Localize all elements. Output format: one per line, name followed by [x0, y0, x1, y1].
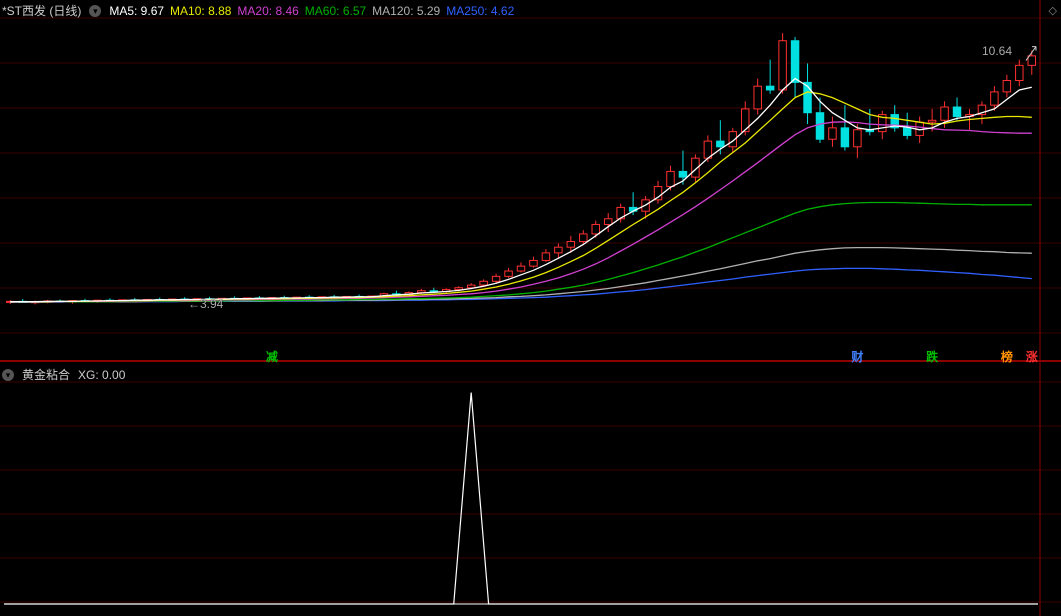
price-label: ←3.94 [188, 297, 223, 311]
ma-legend-item: MA120: 5.29 [372, 4, 440, 18]
ma-legend-item: MA20: 8.46 [237, 4, 298, 18]
diamond-icon[interactable]: ◇ [1049, 4, 1057, 17]
chart-annotation: 榜 [1001, 348, 1013, 365]
collapse-icon[interactable]: ▾ [89, 5, 101, 17]
sub-series-label: XG: 0.00 [78, 368, 125, 382]
ma-legend-item: MA60: 6.57 [305, 4, 366, 18]
sub-title: 黄金粘合 [22, 366, 70, 383]
chart-annotation: 减 [266, 348, 278, 365]
sub-chart-svg [0, 362, 1061, 616]
sub-header: ▾ 黄金粘合 XG: 0.00 [2, 366, 125, 383]
main-header: *ST西发 (日线) ▾ MA5: 9.67 MA10: 8.88 MA20: 8.… [2, 2, 520, 19]
chart-annotation: 跌 [926, 348, 938, 365]
sub-chart-panel[interactable]: ▾ 黄金粘合 XG: 0.00 [0, 362, 1061, 616]
collapse-icon[interactable]: ▾ [2, 369, 14, 381]
chart-root: { "layout": { "width": 1061, "height": 6… [0, 0, 1061, 616]
main-chart-svg [0, 0, 1061, 360]
ma-legend-item: MA5: 9.67 [109, 4, 164, 18]
chart-annotation: 财 [851, 348, 863, 365]
stock-title: *ST西发 (日线) [2, 2, 81, 19]
main-chart-panel[interactable]: *ST西发 (日线) ▾ MA5: 9.67 MA10: 8.88 MA20: 8.… [0, 0, 1061, 360]
price-label: 10.64 [982, 44, 1012, 58]
chart-annotation: 涨 [1026, 348, 1038, 365]
ma-legend-item: MA250: 4.62 [446, 4, 514, 18]
ma-legend: MA5: 9.67 MA10: 8.88 MA20: 8.46 MA60: 6.57 M… [109, 4, 520, 18]
ma-legend-item: MA10: 8.88 [170, 4, 231, 18]
